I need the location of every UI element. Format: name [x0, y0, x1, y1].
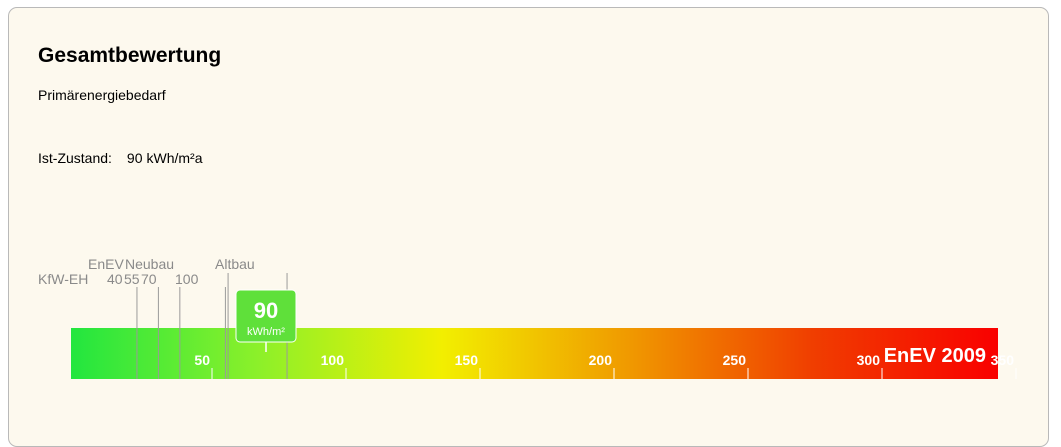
- marker-unit: kWh/m²: [247, 326, 285, 338]
- ref-label-kfw-100: 100: [175, 271, 199, 287]
- current-state-unit: kWh/m²a: [146, 150, 203, 166]
- scale-tick-label: 350: [991, 352, 1015, 368]
- scale-tick-label: 200: [589, 352, 613, 368]
- energy-scale: EnEV Neubau Altbau KfW-EH 40 55 70 100 5…: [38, 256, 1017, 379]
- scale-tick-label: 250: [723, 352, 747, 368]
- ref-label-altbau: Altbau: [215, 256, 255, 272]
- energy-scale-svg: EnEV Neubau Altbau KfW-EH 40 55 70 100 5…: [38, 256, 1017, 379]
- current-state: Ist-Zustand: 90 kWh/m²a: [38, 150, 203, 166]
- panel-title: Gesamtbewertung: [38, 44, 222, 67]
- scale-tick-label: 100: [321, 352, 345, 368]
- scale-tick-label: 300: [857, 352, 881, 368]
- ref-label-neubau: Neubau: [125, 256, 174, 272]
- scale-tick-label: 150: [455, 352, 479, 368]
- ref-label-kfw-40: 40: [107, 271, 123, 287]
- ref-label-kfw-70: 70: [141, 271, 157, 287]
- current-value-marker: 90 kWh/m²: [235, 289, 297, 352]
- ref-label-enev: EnEV: [88, 256, 124, 272]
- scale-ticks: 50 100 150 200 250 300 350: [194, 352, 1017, 379]
- marker-value: 90: [254, 298, 278, 323]
- current-state-label: Ist-Zustand:: [38, 150, 112, 166]
- scale-tick-label: 50: [194, 352, 210, 368]
- standard-label: EnEV 2009: [884, 345, 986, 367]
- ref-label-kfw-55: 55: [124, 271, 140, 287]
- panel-subtitle: Primärenergiebedarf: [38, 87, 166, 103]
- ref-label-kfw-eh: KfW-EH: [38, 271, 88, 287]
- current-state-value: 90: [126, 150, 143, 166]
